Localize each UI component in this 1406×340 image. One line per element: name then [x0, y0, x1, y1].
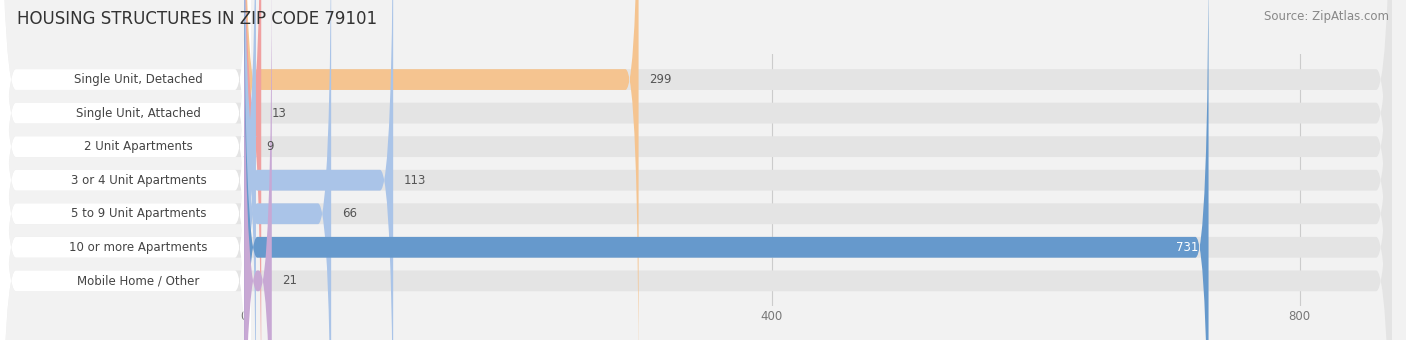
Text: Single Unit, Detached: Single Unit, Detached — [75, 73, 202, 86]
FancyBboxPatch shape — [0, 0, 250, 340]
FancyBboxPatch shape — [245, 0, 638, 340]
Text: Mobile Home / Other: Mobile Home / Other — [77, 274, 200, 287]
Text: HOUSING STRUCTURES IN ZIP CODE 79101: HOUSING STRUCTURES IN ZIP CODE 79101 — [17, 10, 377, 28]
Text: 299: 299 — [650, 73, 672, 86]
Text: 5 to 9 Unit Apartments: 5 to 9 Unit Apartments — [70, 207, 207, 220]
Text: 13: 13 — [271, 107, 287, 120]
Text: 2 Unit Apartments: 2 Unit Apartments — [84, 140, 193, 153]
Text: 9: 9 — [267, 140, 274, 153]
Text: 66: 66 — [342, 207, 357, 220]
Text: 731: 731 — [1175, 241, 1198, 254]
FancyBboxPatch shape — [245, 0, 262, 340]
Text: 21: 21 — [283, 274, 297, 287]
FancyBboxPatch shape — [0, 0, 250, 340]
Text: 10 or more Apartments: 10 or more Apartments — [69, 241, 208, 254]
Text: Single Unit, Attached: Single Unit, Attached — [76, 107, 201, 120]
FancyBboxPatch shape — [245, 0, 1209, 340]
FancyBboxPatch shape — [0, 0, 250, 340]
FancyBboxPatch shape — [245, 0, 271, 340]
FancyBboxPatch shape — [0, 0, 250, 340]
FancyBboxPatch shape — [243, 0, 257, 340]
FancyBboxPatch shape — [245, 0, 332, 340]
FancyBboxPatch shape — [245, 0, 394, 340]
FancyBboxPatch shape — [0, 0, 250, 340]
FancyBboxPatch shape — [0, 0, 250, 340]
FancyBboxPatch shape — [0, 0, 250, 340]
Text: 3 or 4 Unit Apartments: 3 or 4 Unit Apartments — [70, 174, 207, 187]
Text: 113: 113 — [404, 174, 426, 187]
Text: Source: ZipAtlas.com: Source: ZipAtlas.com — [1264, 10, 1389, 23]
